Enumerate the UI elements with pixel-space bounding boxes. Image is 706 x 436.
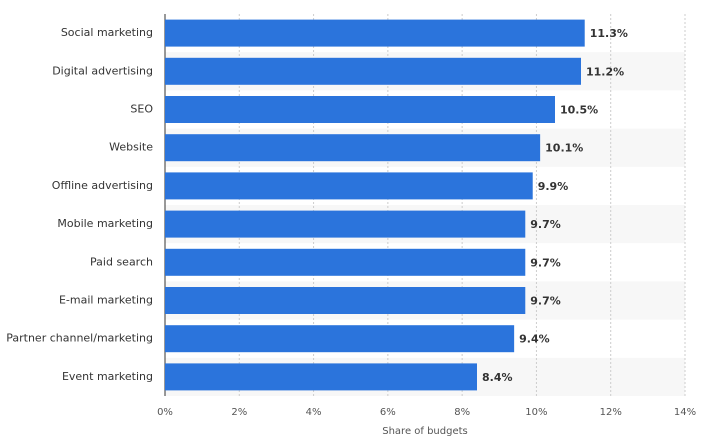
- y-tick-label: Offline advertising: [52, 179, 153, 192]
- value-label: 9.4%: [519, 333, 550, 346]
- x-tick-label: 10%: [525, 407, 547, 418]
- x-tick-label: 14%: [674, 407, 696, 418]
- value-label: 9.7%: [530, 218, 561, 231]
- bar: [165, 325, 515, 353]
- y-tick-label: Digital advertising: [52, 64, 153, 77]
- value-label: 10.5%: [560, 104, 598, 117]
- y-tick-label: Website: [109, 141, 153, 154]
- y-tick-label: E-mail marketing: [59, 294, 153, 307]
- bar: [165, 96, 555, 123]
- value-label: 9.7%: [530, 295, 561, 308]
- x-tick-label: 8%: [454, 407, 470, 418]
- y-tick-label: Mobile marketing: [57, 217, 153, 230]
- x-tick-label: 12%: [600, 407, 622, 418]
- x-tick-label: 4%: [306, 407, 322, 418]
- bar: [165, 248, 526, 276]
- bar: [165, 172, 533, 200]
- bar: [165, 57, 581, 85]
- bar: [165, 19, 585, 47]
- bar: [165, 210, 526, 238]
- value-label: 8.4%: [482, 371, 513, 384]
- value-label: 11.3%: [590, 27, 628, 40]
- y-tick-label: Event marketing: [62, 370, 153, 383]
- bar: [165, 363, 477, 391]
- y-tick-label: SEO: [130, 103, 153, 116]
- x-tick-label: 0%: [157, 407, 173, 418]
- value-label: 10.1%: [545, 142, 583, 155]
- value-label: 11.2%: [586, 65, 624, 78]
- x-tick-label: 2%: [231, 407, 247, 418]
- value-label: 9.7%: [530, 256, 561, 269]
- y-tick-label: Partner channel/marketing: [6, 332, 153, 345]
- bar: [165, 134, 541, 162]
- x-axis-title: Share of budgets: [382, 426, 468, 436]
- x-tick-label: 6%: [380, 407, 396, 418]
- bar: [165, 287, 526, 314]
- y-tick-label: Social marketing: [61, 26, 153, 39]
- value-label: 9.9%: [538, 180, 569, 193]
- y-tick-label: Paid search: [90, 255, 153, 268]
